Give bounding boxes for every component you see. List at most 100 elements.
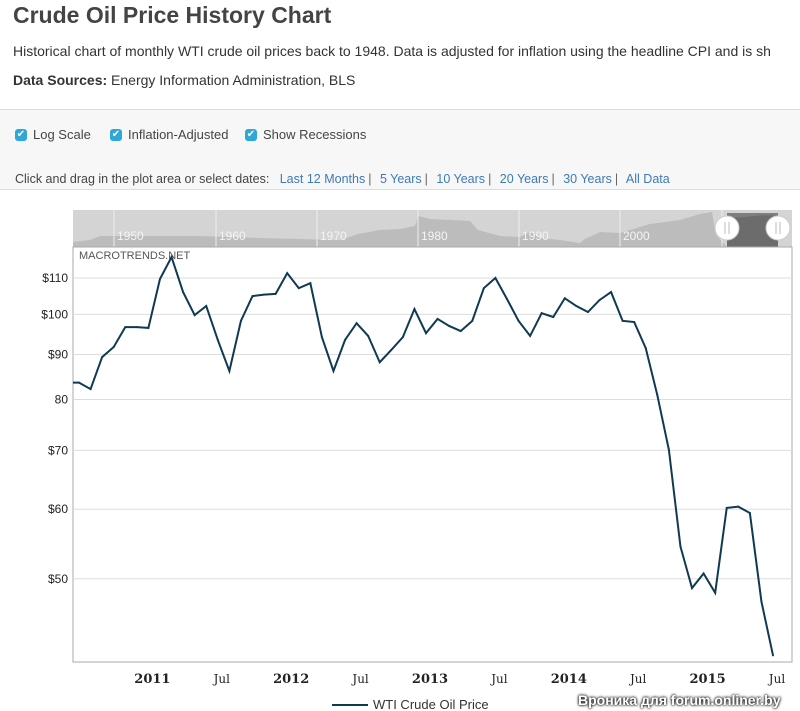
data-point: [656, 394, 659, 397]
data-point: [378, 361, 381, 364]
navigator-year-label: 1990: [522, 229, 549, 243]
checkmark-icon: ✔: [110, 128, 122, 141]
data-point: [633, 321, 636, 324]
data-point: [667, 448, 670, 451]
data-point: [413, 308, 416, 311]
chart-credit: MACROTRENDS.NET: [79, 250, 191, 262]
x-tick-label: 2012: [273, 672, 309, 687]
x-tick-label: 2013: [412, 672, 448, 687]
navigator-right-handle[interactable]: [765, 215, 791, 241]
data-point: [748, 512, 751, 515]
data-point: [529, 334, 532, 337]
range-30-years[interactable]: 30 Years: [563, 172, 612, 186]
data-point: [135, 326, 138, 329]
data-point: [482, 287, 485, 290]
data-point: [621, 319, 624, 322]
y-tick-label: $70: [48, 443, 68, 457]
data-point: [517, 319, 520, 322]
show-recessions-checkbox[interactable]: ✔ Show Recessions: [245, 127, 366, 142]
y-tick-label: $60: [48, 502, 68, 516]
data-point: [390, 348, 393, 351]
y-tick-label: 80: [55, 392, 69, 406]
page-description: Historical chart of monthly WTI crude oi…: [13, 43, 771, 59]
data-point: [691, 587, 694, 590]
data-point: [737, 505, 740, 508]
checkbox-label: Inflation-Adjusted: [128, 127, 229, 142]
range-10-years[interactable]: 10 Years: [436, 172, 486, 186]
navigator-year-label: 1950: [117, 229, 144, 243]
page-title: Crude Oil Price History Chart: [13, 2, 332, 28]
navigator-left-handle[interactable]: [714, 215, 740, 241]
data-point: [78, 381, 80, 384]
data-point: [610, 291, 613, 294]
data-point: [760, 600, 763, 603]
checkbox-label: Show Recessions: [263, 127, 367, 142]
data-point: [586, 311, 589, 314]
navigator-year-label: 1980: [421, 229, 448, 243]
x-tick-label: 2014: [551, 672, 587, 687]
data-point: [112, 345, 115, 348]
data-point: [702, 572, 705, 575]
inflation-adjusted-checkbox[interactable]: ✔ Inflation-Adjusted: [110, 127, 228, 142]
y-tick-label: $100: [41, 307, 68, 321]
data-point: [552, 316, 555, 319]
plot-area[interactable]: [72, 246, 793, 663]
watermark: Вроника для forum.onliner.by: [578, 692, 781, 708]
range-5-years[interactable]: 5 Years: [379, 172, 422, 186]
navigator-year-label: 1960: [219, 229, 246, 243]
log-scale-checkbox[interactable]: ✔ Log Scale: [15, 127, 91, 142]
data-point: [505, 297, 508, 300]
range-last-12-months[interactable]: Last 12 Months: [279, 172, 366, 186]
data-point: [355, 322, 358, 325]
data-point: [228, 369, 231, 372]
data-point: [274, 292, 277, 295]
data-point: [401, 336, 404, 339]
date-range-selector: Click and drag in the plot area or selec…: [15, 172, 670, 186]
navigator-series-area: [73, 212, 727, 247]
y-tick-label: $110: [42, 271, 68, 285]
data-point: [205, 305, 208, 308]
navigator[interactable]: 1950196019701980199020002010: [73, 210, 792, 247]
y-tick-label: $90: [48, 348, 68, 362]
data-point: [89, 388, 92, 391]
data-point: [471, 319, 474, 322]
data-point: [170, 256, 173, 259]
data-point: [772, 654, 774, 657]
navigator-year-label: 1970: [320, 229, 347, 243]
data-point: [320, 336, 323, 339]
navigator-year-label: 2000: [623, 229, 650, 243]
legend[interactable]: WTI Crude Oil Price: [332, 697, 489, 711]
y-tick-label: $50: [48, 572, 68, 586]
data-sources-label: Data Sources:: [13, 72, 108, 88]
navigator-selected-series: [727, 215, 778, 247]
checkmark-icon: ✔: [245, 128, 257, 141]
range-prompt: Click and drag in the plot area or selec…: [15, 172, 270, 186]
x-tick-label: Jul: [628, 672, 647, 686]
data-point: [540, 312, 543, 315]
x-tick-label: Jul: [767, 672, 786, 686]
data-point: [367, 334, 370, 337]
data-sources: Data Sources: Energy Information Adminis…: [13, 72, 355, 88]
data-point: [193, 314, 196, 317]
range-all-data[interactable]: All Data: [625, 172, 670, 186]
data-point: [332, 369, 335, 372]
data-point: [344, 338, 347, 341]
legend-item-wti[interactable]: WTI Crude Oil Price: [373, 697, 489, 711]
x-tick-label: 2015: [690, 672, 726, 687]
data-point: [679, 545, 682, 548]
chart-controls-panel: ✔ Log Scale ✔ Inflation-Adjusted ✔ Show Rec…: [0, 109, 800, 190]
data-point: [725, 506, 728, 509]
data-point: [297, 287, 300, 290]
checkbox-label: Log Scale: [33, 127, 91, 142]
data-point: [101, 356, 104, 359]
data-point: [158, 278, 161, 281]
range-20-years[interactable]: 20 Years: [499, 172, 549, 186]
data-point: [563, 297, 566, 300]
data-point: [216, 338, 219, 341]
data-point: [425, 332, 427, 335]
x-tick-label: Jul: [350, 672, 369, 686]
data-point: [309, 282, 312, 285]
data-point: [448, 324, 451, 327]
data-point: [436, 317, 439, 320]
